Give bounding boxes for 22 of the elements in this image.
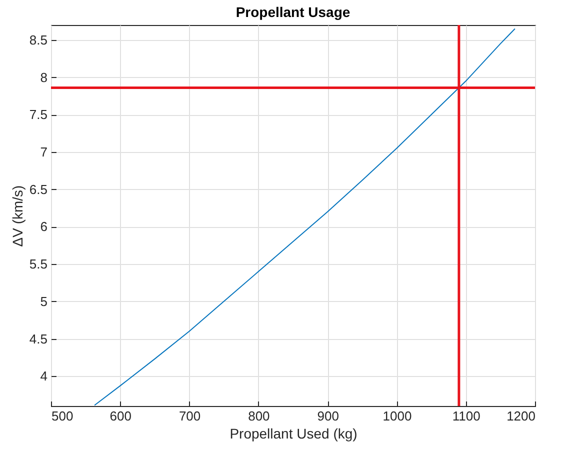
y-tick-label: 4 [40, 368, 48, 384]
x-tick-label: 1000 [382, 408, 412, 424]
x-tick-label: 1100 [452, 408, 480, 424]
y-tick-label: 8 [40, 70, 48, 85]
x-tick-label: 1200 [506, 408, 536, 424]
chart-title: Propellant Usage [236, 4, 350, 20]
y-tick-label: 5 [40, 294, 48, 309]
x-tick-label: 900 [317, 408, 339, 424]
x-tick-label: 800 [248, 408, 270, 424]
y-tick-label: 7 [40, 144, 48, 160]
y-tick-label: 6 [40, 219, 48, 234]
y-tick-label: 8.5 [29, 32, 48, 48]
y-tick-label: 4.5 [29, 331, 48, 346]
x-axis-title: Propellant Used (kg) [230, 426, 358, 442]
x-tick-label: 700 [178, 408, 201, 424]
x-tick-label: 600 [110, 408, 132, 424]
x-tick-label: 500 [52, 408, 74, 424]
line-series [94, 28, 516, 406]
y-tick-label: 5.5 [29, 256, 48, 272]
y-tick-label: 6.5 [29, 182, 48, 197]
y-tick-label: 7.5 [29, 107, 48, 122]
y-axis-title: ΔV (km/s) [9, 185, 26, 247]
